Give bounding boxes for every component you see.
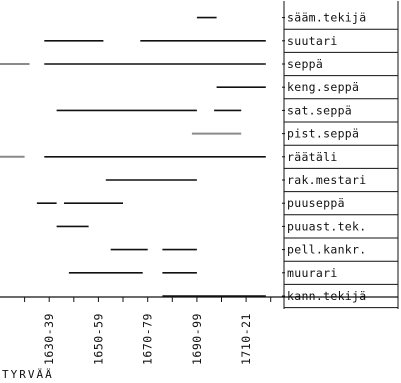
row-label-muurari: muurari — [287, 266, 338, 280]
x-axis: 1630-39 1650-59 1670-79 1690-99 1710-21 — [0, 296, 398, 365]
segment-layer — [0, 16, 266, 297]
x-tick-label: 1630-39 — [42, 313, 56, 365]
row-label-raatali: räätäli — [287, 150, 338, 164]
row-label-layer: sääm.tekijä suutari seppä keng.seppä sat.sep… — [282, 1, 399, 309]
row-label-pell-kankr: pell.kankr. — [287, 243, 366, 257]
x-tick-label: 1690-99 — [190, 313, 204, 365]
row-label-sat-seppa: sat.seppä — [287, 103, 352, 117]
row-label-puuseppa: puuseppä — [287, 196, 345, 210]
x-tick-label: 1670-79 — [141, 313, 155, 365]
row-label-keng-seppa: keng.seppä — [287, 80, 359, 94]
row-label-pist-seppa: pist.seppä — [287, 127, 359, 141]
row-label-puuast-tek: puuast.tek. — [287, 219, 366, 233]
row-label-saam-tekija: sääm.tekijä — [287, 11, 366, 25]
region-label: TYRVÄÄ — [2, 368, 54, 381]
x-tick-label: 1650-59 — [91, 313, 105, 365]
row-label-seppa: seppä — [287, 57, 323, 71]
x-tick-label: 1710-21 — [239, 313, 253, 365]
row-label-rak-mestari: rak.mestari — [287, 173, 366, 187]
row-label-suutari: suutari — [287, 34, 338, 48]
row-label-kann-tekija: kann.tekijä — [287, 289, 366, 303]
